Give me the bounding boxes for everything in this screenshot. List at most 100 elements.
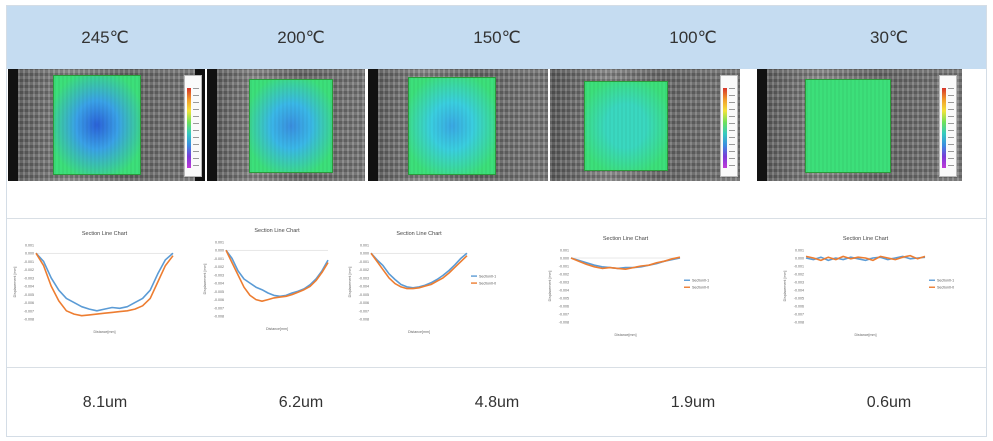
deformation-map-icon — [408, 77, 496, 175]
y-tick-label: -0.007 — [794, 313, 804, 317]
y-axis-label: Displacement [mm] — [13, 267, 17, 298]
x-axis-label: Distance[mm] — [94, 330, 116, 334]
y-axis-label: Displacement [mm] — [548, 271, 552, 302]
y-tick-label: -0.002 — [214, 265, 224, 269]
series-line — [35, 252, 174, 317]
color-scale — [939, 75, 957, 177]
y-tick-label: -0.005 — [359, 293, 369, 297]
y-tick-label: -0.007 — [214, 306, 224, 310]
series-line — [570, 257, 681, 270]
y-tick-label: -0.007 — [359, 309, 369, 313]
y-tick-label: -0.006 — [559, 305, 569, 309]
y-tick-label: 0.000 — [360, 252, 369, 256]
y-tick-label: -0.005 — [214, 290, 224, 294]
temperature-label: 200℃ — [277, 28, 325, 47]
section-line-chart: Section Line Chart 0.001 0.000 -0.001 -0.002… — [13, 231, 174, 334]
chart-title: Section Line Chart — [843, 236, 889, 242]
y-tick-label: 0.001 — [795, 249, 804, 253]
chart-title: Section Line Chart — [254, 228, 300, 234]
warpage-value: 0.6um — [866, 394, 912, 411]
chart-title: Section Line Chart — [603, 236, 649, 242]
y-tick-label: -0.003 — [794, 281, 804, 285]
temperature-label: 30℃ — [869, 28, 908, 47]
y-tick-label: -0.008 — [24, 318, 34, 322]
y-tick-label: -0.004 — [559, 289, 569, 293]
y-tick-label: -0.008 — [794, 321, 804, 325]
y-tick-label: -0.005 — [24, 293, 34, 297]
section-line-chart: Section Line Chart 0.001 0.000 -0.001 -0.002… — [348, 231, 496, 334]
x-axis-label: Distance[mm] — [855, 333, 877, 337]
deformation-map-icon — [53, 75, 141, 175]
y-tick-label: -0.002 — [559, 273, 569, 277]
x-axis-label: Distance[mm] — [615, 333, 637, 337]
section-line-chart: Section Line Chart 0.001 0.000 -0.001 -0.002… — [203, 228, 329, 331]
deformation-map-image — [368, 69, 548, 181]
y-tick-label: -0.001 — [794, 265, 804, 269]
legend-label: Section0-1 — [479, 274, 496, 278]
legend-label: Section0-0 — [937, 286, 954, 290]
deformation-map-icon — [805, 79, 891, 173]
chart-title: Section Line Chart — [82, 231, 128, 237]
y-tick-label: -0.007 — [559, 313, 569, 317]
y-tick-label: 0.001 — [215, 241, 224, 245]
y-tick-label: -0.001 — [359, 260, 369, 264]
deformation-map-image — [207, 69, 365, 181]
x-axis-label: Distance[mm] — [408, 330, 430, 334]
series-line — [370, 252, 468, 290]
x-axis-label: Distance[mm] — [266, 327, 288, 331]
temperature-label: 150℃ — [473, 28, 521, 47]
chart-title: Section Line Chart — [396, 231, 442, 237]
y-tick-label: -0.007 — [24, 309, 34, 313]
color-scale — [184, 75, 202, 177]
temperature-label: 245℃ — [81, 28, 129, 47]
y-tick-label: -0.008 — [559, 321, 569, 325]
deformation-map-icon — [584, 81, 668, 171]
y-axis-label: Displacement [mm] — [783, 271, 787, 302]
y-tick-label: -0.004 — [214, 282, 224, 286]
comparison-table: 245℃ 200℃ 150℃ 100℃ 30℃ 8.1um 6.2um 4.8u… — [6, 5, 987, 437]
legend-label: Section0-0 — [479, 281, 496, 285]
y-tick-label: -0.002 — [359, 268, 369, 272]
series-line — [225, 249, 329, 302]
y-tick-label: 0.000 — [795, 257, 804, 261]
section-line-chart: Section Line Chart 0.001 0.000 -0.001 -0.002… — [783, 236, 954, 337]
y-tick-label: -0.001 — [214, 257, 224, 261]
y-tick-label: 0.000 — [25, 252, 34, 256]
deformation-map-image — [550, 69, 740, 181]
y-tick-label: 0.000 — [560, 257, 569, 261]
series-line — [35, 252, 174, 312]
deformation-map-icon — [249, 79, 333, 173]
warpage-value: 6.2um — [278, 394, 324, 411]
y-tick-label: -0.004 — [24, 285, 34, 289]
y-tick-label: 0.001 — [560, 249, 569, 253]
y-tick-label: -0.001 — [24, 260, 34, 264]
series-line — [225, 249, 329, 298]
series-line — [570, 256, 681, 271]
y-tick-label: 0.000 — [215, 249, 224, 253]
y-axis-label: Displacement [mm] — [203, 264, 207, 295]
y-tick-label: -0.003 — [214, 273, 224, 277]
deformation-map-image — [8, 69, 205, 181]
y-tick-label: -0.008 — [359, 318, 369, 322]
section-line-chart: Section Line Chart 0.001 0.000 -0.001 -0.002… — [548, 236, 709, 337]
y-tick-label: 0.001 — [360, 244, 369, 248]
y-tick-label: -0.004 — [794, 289, 804, 293]
y-tick-label: -0.006 — [214, 298, 224, 302]
y-tick-label: -0.004 — [359, 285, 369, 289]
legend-label: Section0-1 — [692, 279, 709, 283]
y-tick-label: -0.008 — [214, 315, 224, 319]
warpage-value: 8.1um — [82, 394, 128, 411]
temperature-label: 100℃ — [669, 28, 717, 47]
series-line — [370, 252, 468, 289]
y-tick-label: -0.005 — [794, 297, 804, 301]
y-tick-label: -0.001 — [559, 265, 569, 269]
legend-label: Section0-1 — [937, 279, 954, 283]
y-tick-label: -0.003 — [559, 281, 569, 285]
y-tick-label: -0.006 — [24, 301, 34, 305]
legend-label: Section0-0 — [692, 286, 709, 290]
temperature-header-row: 245℃ 200℃ 150℃ 100℃ 30℃ — [7, 6, 986, 69]
y-tick-label: 0.001 — [25, 244, 34, 248]
series-line — [805, 254, 926, 262]
y-tick-label: -0.002 — [794, 273, 804, 277]
y-tick-label: -0.003 — [359, 276, 369, 280]
